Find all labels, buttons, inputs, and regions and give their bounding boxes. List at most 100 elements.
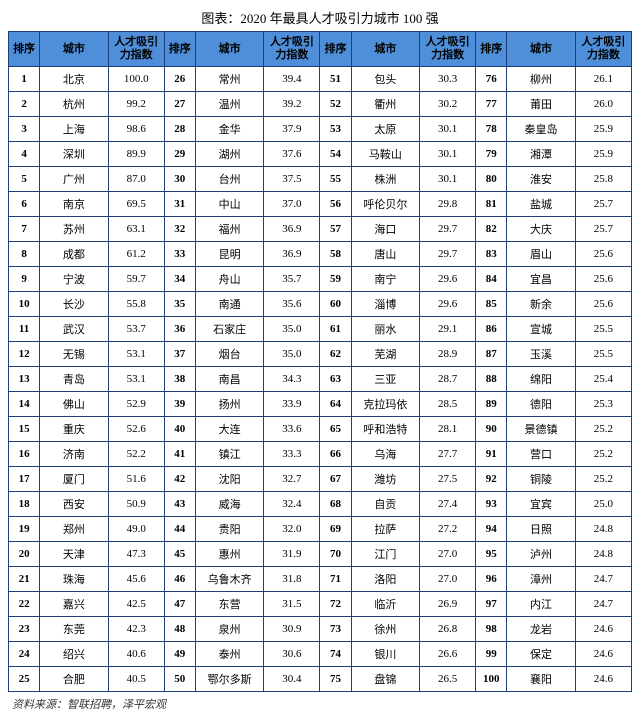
cell-city: 福州 [195, 217, 264, 242]
cell-rank: 52 [320, 92, 351, 117]
cell-rank: 27 [164, 92, 195, 117]
table-row: 23东莞42.348泉州30.973徐州26.898龙岩24.6 [9, 617, 632, 642]
cell-rank: 60 [320, 292, 351, 317]
cell-score: 35.7 [264, 267, 320, 292]
cell-score: 40.6 [108, 642, 164, 667]
cell-score: 47.3 [108, 542, 164, 567]
cell-city: 郑州 [40, 517, 109, 542]
cell-city: 威海 [195, 492, 264, 517]
header-score: 人才吸引力指数 [108, 32, 164, 67]
cell-score: 39.4 [264, 67, 320, 92]
cell-city: 宣城 [507, 317, 576, 342]
cell-rank: 85 [476, 292, 507, 317]
table-body: 1北京100.026常州39.451包头30.376柳州26.12杭州99.22… [9, 67, 632, 692]
table-row: 17厦门51.642沈阳32.767潍坊27.592铜陵25.2 [9, 467, 632, 492]
cell-city: 包头 [351, 67, 420, 92]
cell-rank: 72 [320, 592, 351, 617]
cell-rank: 51 [320, 67, 351, 92]
cell-city: 临沂 [351, 592, 420, 617]
cell-city: 嘉兴 [40, 592, 109, 617]
cell-score: 52.9 [108, 392, 164, 417]
cell-score: 32.0 [264, 517, 320, 542]
table-row: 1北京100.026常州39.451包头30.376柳州26.1 [9, 67, 632, 92]
cell-score: 24.6 [575, 667, 631, 692]
cell-city: 舟山 [195, 267, 264, 292]
cell-score: 30.2 [420, 92, 476, 117]
cell-rank: 87 [476, 342, 507, 367]
cell-city: 南京 [40, 192, 109, 217]
cell-score: 25.8 [575, 167, 631, 192]
header-rank: 排序 [320, 32, 351, 67]
cell-city: 镇江 [195, 442, 264, 467]
cell-rank: 25 [9, 667, 40, 692]
cell-city: 合肥 [40, 667, 109, 692]
cell-city: 青岛 [40, 367, 109, 392]
table-title: 图表：2020 年最具人才吸引力城市 100 强 [8, 8, 632, 27]
cell-city: 宜昌 [507, 267, 576, 292]
cell-score: 28.7 [420, 367, 476, 392]
cell-city: 大庆 [507, 217, 576, 242]
cell-city: 马鞍山 [351, 142, 420, 167]
cell-score: 33.9 [264, 392, 320, 417]
cell-score: 25.7 [575, 217, 631, 242]
cell-score: 29.7 [420, 242, 476, 267]
cell-rank: 20 [9, 542, 40, 567]
header-city: 城市 [195, 32, 264, 67]
cell-rank: 5 [9, 167, 40, 192]
cell-rank: 7 [9, 217, 40, 242]
cell-score: 30.3 [420, 67, 476, 92]
header-city: 城市 [351, 32, 420, 67]
cell-rank: 69 [320, 517, 351, 542]
cell-rank: 14 [9, 392, 40, 417]
cell-rank: 98 [476, 617, 507, 642]
table-row: 25合肥40.550鄂尔多斯30.475盘锦26.5100襄阳24.6 [9, 667, 632, 692]
table-row: 21珠海45.646乌鲁木齐31.871洛阳27.096漳州24.7 [9, 567, 632, 592]
cell-city: 无锡 [40, 342, 109, 367]
cell-city: 德阳 [507, 392, 576, 417]
cell-city: 温州 [195, 92, 264, 117]
cell-score: 26.9 [420, 592, 476, 617]
cell-city: 南昌 [195, 367, 264, 392]
cell-score: 52.6 [108, 417, 164, 442]
cell-city: 秦皇岛 [507, 117, 576, 142]
table-row: 24绍兴40.649泰州30.674银川26.699保定24.6 [9, 642, 632, 667]
cell-score: 42.5 [108, 592, 164, 617]
cell-city: 昆明 [195, 242, 264, 267]
cell-score: 33.3 [264, 442, 320, 467]
cell-rank: 95 [476, 542, 507, 567]
cell-city: 惠州 [195, 542, 264, 567]
cell-city: 唐山 [351, 242, 420, 267]
cell-score: 27.2 [420, 517, 476, 542]
cell-rank: 44 [164, 517, 195, 542]
cell-score: 25.4 [575, 367, 631, 392]
cell-rank: 29 [164, 142, 195, 167]
cell-rank: 31 [164, 192, 195, 217]
cell-rank: 54 [320, 142, 351, 167]
cell-score: 30.6 [264, 642, 320, 667]
cell-score: 25.3 [575, 392, 631, 417]
table-row: 22嘉兴42.547东营31.572临沂26.997内江24.7 [9, 592, 632, 617]
cell-score: 30.1 [420, 117, 476, 142]
header-score: 人才吸引力指数 [575, 32, 631, 67]
cell-city: 烟台 [195, 342, 264, 367]
cell-city: 广州 [40, 167, 109, 192]
cell-city: 柳州 [507, 67, 576, 92]
cell-rank: 38 [164, 367, 195, 392]
cell-rank: 9 [9, 267, 40, 292]
cell-score: 89.9 [108, 142, 164, 167]
cell-rank: 70 [320, 542, 351, 567]
header-score: 人才吸引力指数 [420, 32, 476, 67]
cell-score: 53.1 [108, 367, 164, 392]
cell-city: 海口 [351, 217, 420, 242]
cell-score: 42.3 [108, 617, 164, 642]
table-row: 12无锡53.137烟台35.062芜湖28.987玉溪25.5 [9, 342, 632, 367]
cell-rank: 61 [320, 317, 351, 342]
cell-city: 厦门 [40, 467, 109, 492]
cell-city: 大连 [195, 417, 264, 442]
cell-rank: 21 [9, 567, 40, 592]
cell-city: 武汉 [40, 317, 109, 342]
table-row: 20天津47.345惠州31.970江门27.095泸州24.8 [9, 542, 632, 567]
cell-score: 26.8 [420, 617, 476, 642]
table-row: 6南京69.531中山37.056呼伦贝尔29.881盐城25.7 [9, 192, 632, 217]
table-row: 16济南52.241镇江33.366乌海27.791营口25.2 [9, 442, 632, 467]
